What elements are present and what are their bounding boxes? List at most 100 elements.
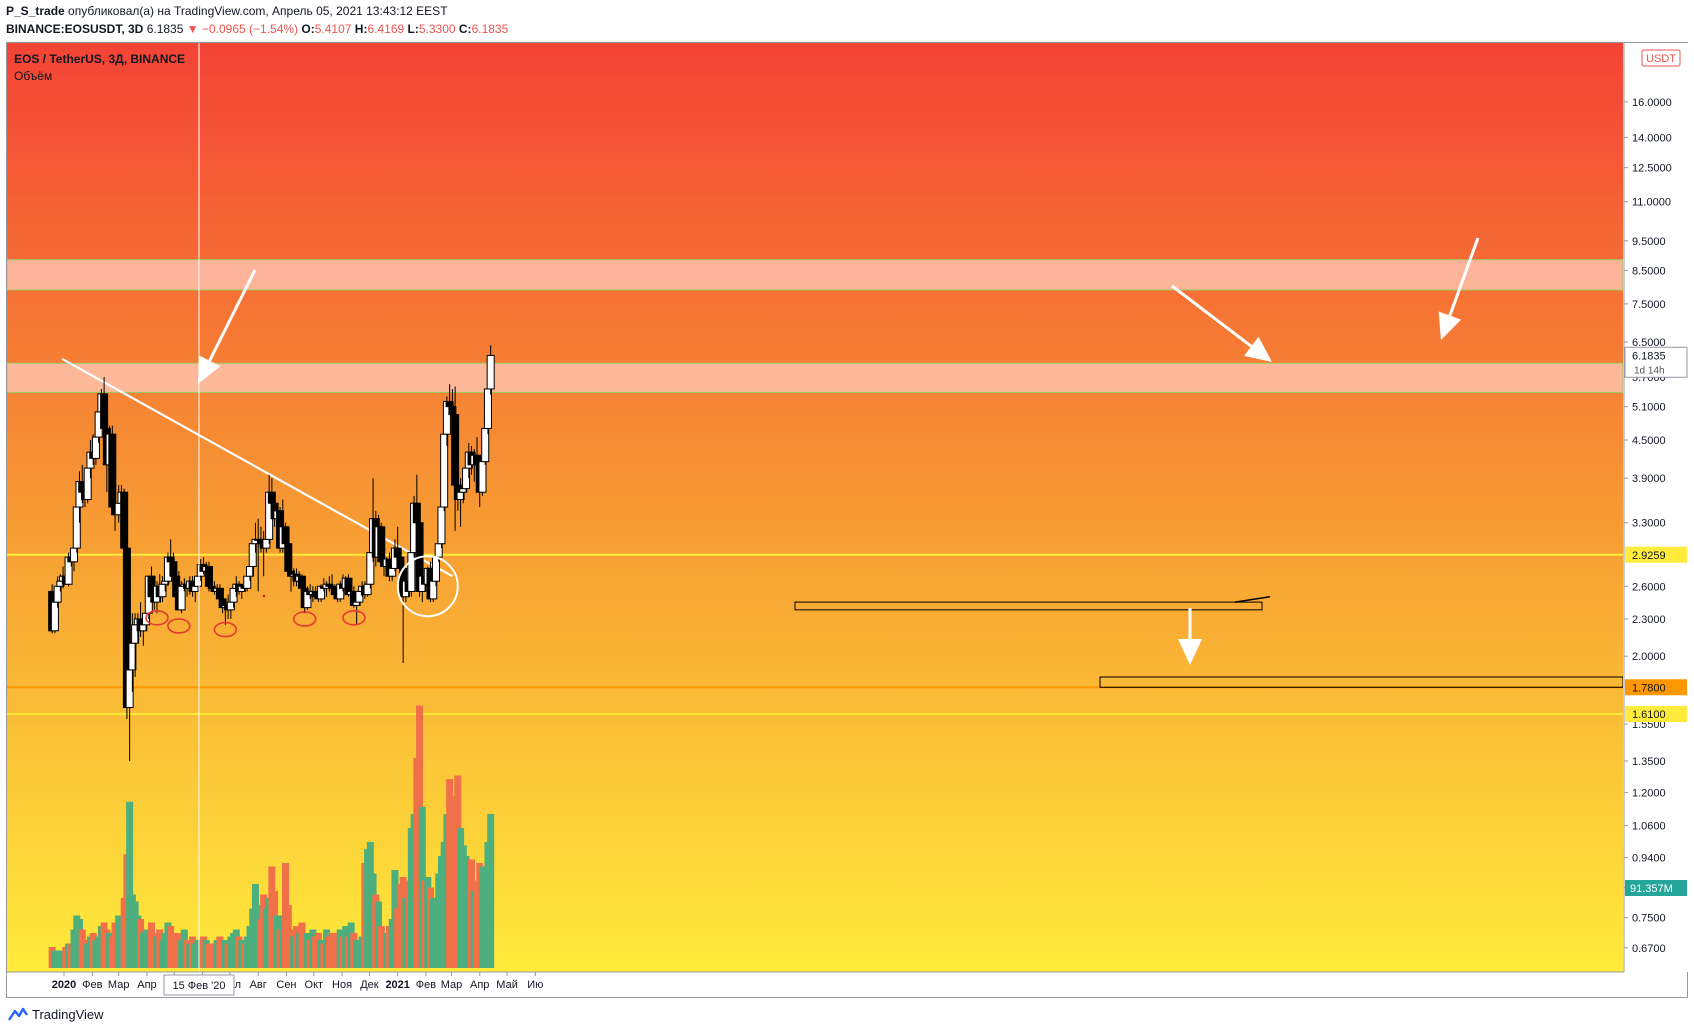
tradingview-logo-icon [8, 1007, 28, 1021]
resistance-zone [7, 259, 1623, 291]
price-tick-label: 2.3000 [1632, 614, 1666, 626]
symbol-label: BINANCE:EOSUSDT, 3D [6, 22, 144, 36]
volume-label: 91.357M [1630, 883, 1673, 895]
low-key: L: [407, 22, 419, 36]
low-circle-mark [145, 609, 169, 626]
crosshair-date-box [163, 974, 235, 996]
candle-body [120, 491, 129, 549]
price-tick-label: 3.3000 [1632, 518, 1666, 530]
consolidation-circle [396, 555, 459, 618]
time-tick-label: Ноя [332, 979, 352, 991]
annotation-arrow-shaft [208, 269, 257, 362]
last-price: 6.1835 [146, 22, 184, 36]
footer-brand[interactable]: TradingView [32, 1006, 104, 1022]
annotation-arrow-shaft [1171, 284, 1253, 348]
price-label: 1.6100 [1632, 709, 1666, 721]
time-tick-label: Мар [108, 979, 130, 991]
price-tick-label: 3.9000 [1632, 473, 1666, 485]
price-tick-label: 8.5000 [1632, 265, 1666, 277]
price-tick-label: 9.5000 [1632, 236, 1666, 248]
price-axis-bg [1624, 43, 1688, 972]
price-tick-label: 1.5500 [1632, 719, 1666, 731]
currency-badge: USDT [1646, 53, 1676, 65]
low-circle-mark [213, 621, 238, 638]
high-value: 6.4169 [367, 22, 405, 36]
annotation-arrow-head [1438, 311, 1462, 340]
price-tick-label: 0.6700 [1632, 943, 1666, 955]
candle-body [486, 354, 495, 390]
volume-bar [487, 814, 495, 968]
price-tick-label: 2.0000 [1632, 651, 1666, 663]
price-label-countdown: 1d 14h [1634, 365, 1665, 376]
consolidation-tail [1234, 595, 1271, 603]
price-tick-label: 0.7500 [1632, 913, 1666, 925]
open-key: O: [301, 22, 315, 36]
chart-background [7, 43, 1623, 972]
price-tick-label: 7.5000 [1632, 299, 1666, 311]
price-change: −0.0965 (−1.54%) [201, 22, 299, 36]
volume-bar [126, 801, 134, 968]
annotation-arrow-head [1178, 639, 1202, 665]
trend-line [61, 357, 453, 578]
time-tick-label: Авг [250, 979, 267, 991]
candle-body [478, 461, 487, 493]
price-tick-label: 1.0600 [1632, 820, 1666, 832]
time-tick-label: Мар [441, 979, 463, 991]
low-circle-mark [167, 618, 191, 634]
price-tick-label: 12.5000 [1632, 163, 1672, 175]
change-down-icon: ▼ [186, 22, 199, 36]
price-label-box [1624, 346, 1688, 378]
time-tick-label: Фев [416, 979, 436, 991]
ohlc-line: BINANCE:EOSUSDT, 3D 6.1835 ▼ −0.0965 (−1… [6, 22, 508, 36]
time-tick-label: Май [496, 979, 518, 991]
time-tick-label: Сен [276, 979, 296, 991]
annotation-arrow-shaft [1448, 237, 1480, 317]
price-tick-label: 4.5000 [1632, 435, 1666, 447]
publish-info: опубликовал(а) на TradingView.com, Апрел… [68, 4, 448, 18]
currency-badge-box [1641, 49, 1681, 67]
low-circle-mark [292, 611, 317, 627]
volume-bar [111, 922, 119, 968]
annotation-arrow-head [198, 355, 221, 384]
price-tick-label: 0.9400 [1632, 853, 1666, 865]
consolidation-box [794, 601, 1263, 611]
price-label: 6.1835 [1632, 350, 1666, 362]
support-box [1099, 676, 1623, 688]
footer: TradingView [8, 1006, 104, 1022]
low-circle-mark [342, 609, 366, 626]
time-tick-label: Ию [527, 979, 543, 991]
author-name[interactable]: P_S_trade [6, 4, 65, 18]
volume-label-box [1625, 880, 1687, 896]
legend-title: EOS / TetherUS, 3Д, BINANCE [14, 52, 185, 66]
time-tick-label: Фев [82, 979, 102, 991]
legend-volume: Объём [14, 69, 52, 83]
price-tick-label: 14.0000 [1632, 132, 1672, 144]
publish-line: P_S_trade опубликовал(а) на TradingView.… [6, 4, 448, 18]
resistance-zone [7, 362, 1623, 393]
price-label-box [1625, 546, 1687, 563]
candle-body [407, 552, 416, 592]
price-label-box [1625, 679, 1687, 696]
price-label-box [1625, 706, 1687, 723]
stray-dot [262, 594, 266, 598]
time-tick-label: 2020 [52, 979, 76, 991]
price-tick-label: 6.5000 [1632, 337, 1666, 349]
time-tick-label: Апр [137, 979, 156, 991]
candle-body [437, 506, 446, 545]
plot-layer [7, 43, 1623, 972]
close-value: 6.1835 [471, 22, 509, 36]
price-tick-label: 11.0000 [1632, 197, 1671, 209]
annotation-arrow-head [1244, 336, 1272, 362]
price-tick-label: 1.2000 [1632, 787, 1666, 799]
open-value: 5.4107 [314, 22, 352, 36]
low-value: 5.3300 [418, 22, 456, 36]
high-key: H: [354, 22, 368, 36]
price-tick-label: 5.1000 [1632, 402, 1666, 414]
time-tick-label: Дек [360, 979, 379, 991]
price-tick-label: 2.6000 [1632, 581, 1666, 593]
time-tick-label: Окт [305, 979, 324, 991]
time-tick-label: Апр [470, 979, 489, 991]
crosshair-date: 15 Фев '20 [172, 980, 225, 992]
price-label: 1.7800 [1632, 682, 1666, 694]
